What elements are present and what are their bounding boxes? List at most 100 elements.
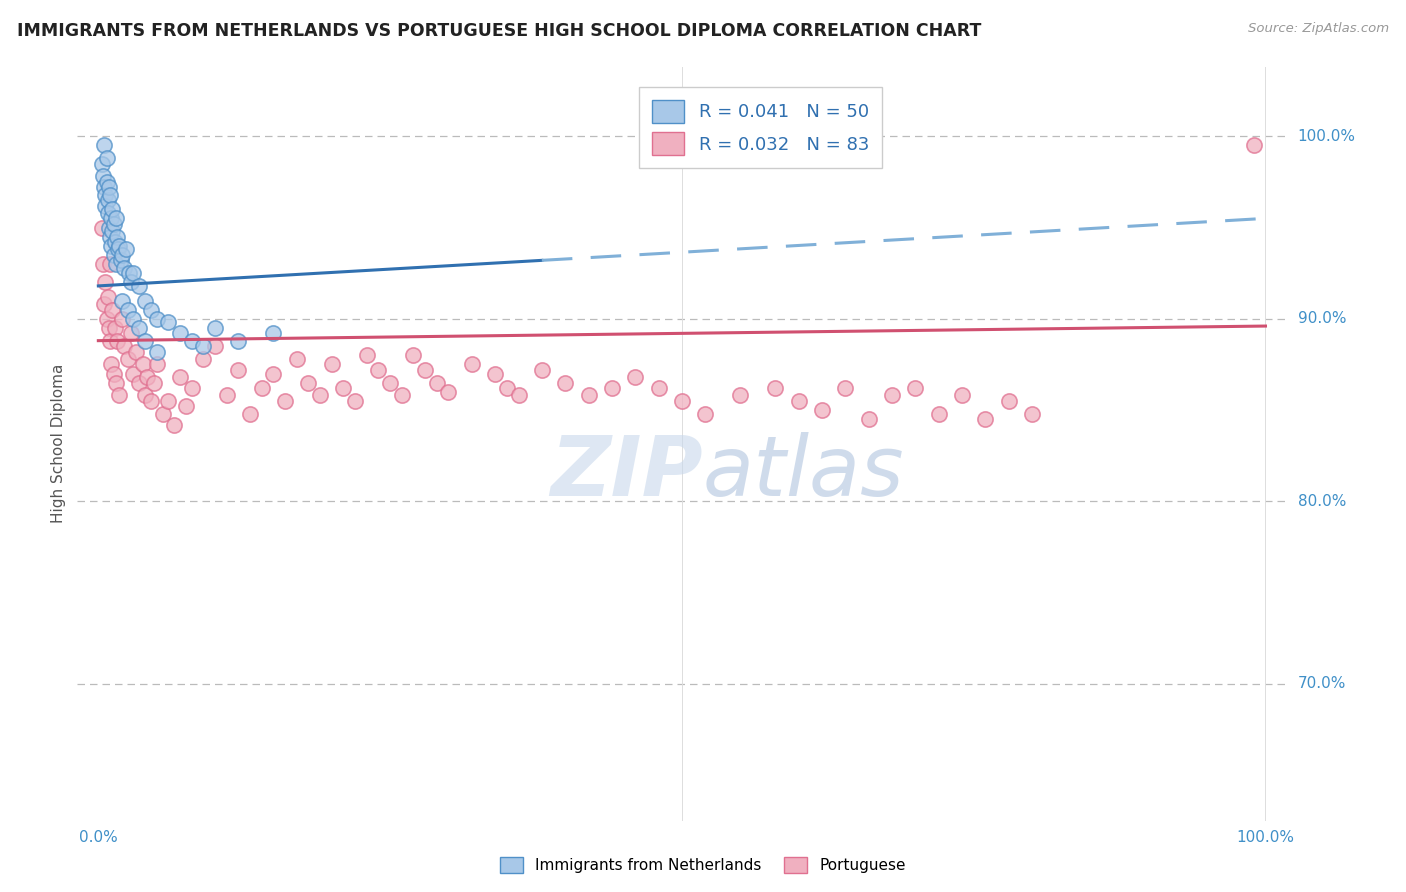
Point <box>97 180 120 194</box>
Point <box>215 388 238 402</box>
Point <box>332 381 354 395</box>
Point <box>262 367 284 381</box>
Point <box>111 311 134 326</box>
Point <box>112 260 135 275</box>
Point <box>122 266 145 280</box>
Point <box>136 370 159 384</box>
Point <box>105 334 128 348</box>
Point <box>554 376 576 390</box>
Point <box>858 412 880 426</box>
Point <box>103 248 125 262</box>
Point <box>93 138 115 153</box>
Point <box>120 275 142 289</box>
Point <box>104 321 127 335</box>
Point <box>239 407 262 421</box>
Point <box>122 367 145 381</box>
Point <box>321 357 343 371</box>
Point <box>671 393 693 408</box>
Point <box>111 293 134 308</box>
Point <box>152 407 174 421</box>
Point <box>107 243 129 257</box>
Point <box>98 334 121 348</box>
Text: 90.0%: 90.0% <box>1298 311 1346 326</box>
Point <box>730 388 752 402</box>
Point <box>104 257 127 271</box>
Point <box>94 198 117 212</box>
Point <box>928 407 950 421</box>
Point <box>904 381 927 395</box>
Point <box>104 235 127 249</box>
Point <box>530 363 553 377</box>
Point <box>97 193 120 207</box>
Point <box>437 384 460 399</box>
Point <box>495 381 517 395</box>
Point <box>378 376 401 390</box>
Point <box>309 388 332 402</box>
Point <box>103 217 125 231</box>
Point <box>122 311 145 326</box>
Point <box>125 344 148 359</box>
Point <box>204 321 226 335</box>
Point <box>484 367 506 381</box>
Point <box>174 400 197 414</box>
Point <box>128 376 150 390</box>
Point <box>391 388 413 402</box>
Point <box>228 334 250 348</box>
Point <box>344 393 367 408</box>
Point <box>94 187 117 202</box>
Point <box>134 293 156 308</box>
Point <box>115 243 138 257</box>
Point <box>157 315 180 329</box>
Point <box>461 357 484 371</box>
Point <box>695 407 717 421</box>
Point <box>169 326 191 341</box>
Point <box>413 363 436 377</box>
Point <box>169 370 191 384</box>
Point <box>120 326 142 341</box>
Point <box>97 290 120 304</box>
Point <box>508 388 530 402</box>
Point <box>426 376 449 390</box>
Point <box>98 257 121 271</box>
Point <box>367 363 389 377</box>
Legend: R = 0.041   N = 50, R = 0.032   N = 83: R = 0.041 N = 50, R = 0.032 N = 83 <box>640 87 882 168</box>
Point <box>93 297 115 311</box>
Point <box>624 370 647 384</box>
Text: ZIP: ZIP <box>550 433 703 513</box>
Text: 70.0%: 70.0% <box>1298 676 1346 691</box>
Legend: Immigrants from Netherlands, Portuguese: Immigrants from Netherlands, Portuguese <box>494 851 912 879</box>
Point <box>143 376 166 390</box>
Point <box>1021 407 1043 421</box>
Point <box>104 376 127 390</box>
Point <box>834 381 856 395</box>
Point <box>128 321 150 335</box>
Point <box>117 351 139 366</box>
Point <box>763 381 786 395</box>
Point <box>145 311 167 326</box>
Point <box>145 344 167 359</box>
Point <box>787 393 810 408</box>
Text: 80.0%: 80.0% <box>1298 494 1346 508</box>
Point <box>100 211 122 226</box>
Point <box>98 187 121 202</box>
Point <box>101 224 124 238</box>
Point <box>274 393 297 408</box>
Point <box>90 220 112 235</box>
Point <box>356 348 378 362</box>
Point <box>950 388 973 402</box>
Point <box>880 388 903 402</box>
Point <box>100 357 122 371</box>
Point <box>112 339 135 353</box>
Point <box>97 220 120 235</box>
Point <box>110 253 132 268</box>
Point <box>285 351 308 366</box>
Point <box>139 393 162 408</box>
Point <box>193 339 215 353</box>
Point <box>163 417 186 432</box>
Point <box>128 279 150 293</box>
Point <box>157 393 180 408</box>
Point <box>262 326 284 341</box>
Point <box>90 156 112 170</box>
Text: Source: ZipAtlas.com: Source: ZipAtlas.com <box>1249 22 1389 36</box>
Point <box>96 311 118 326</box>
